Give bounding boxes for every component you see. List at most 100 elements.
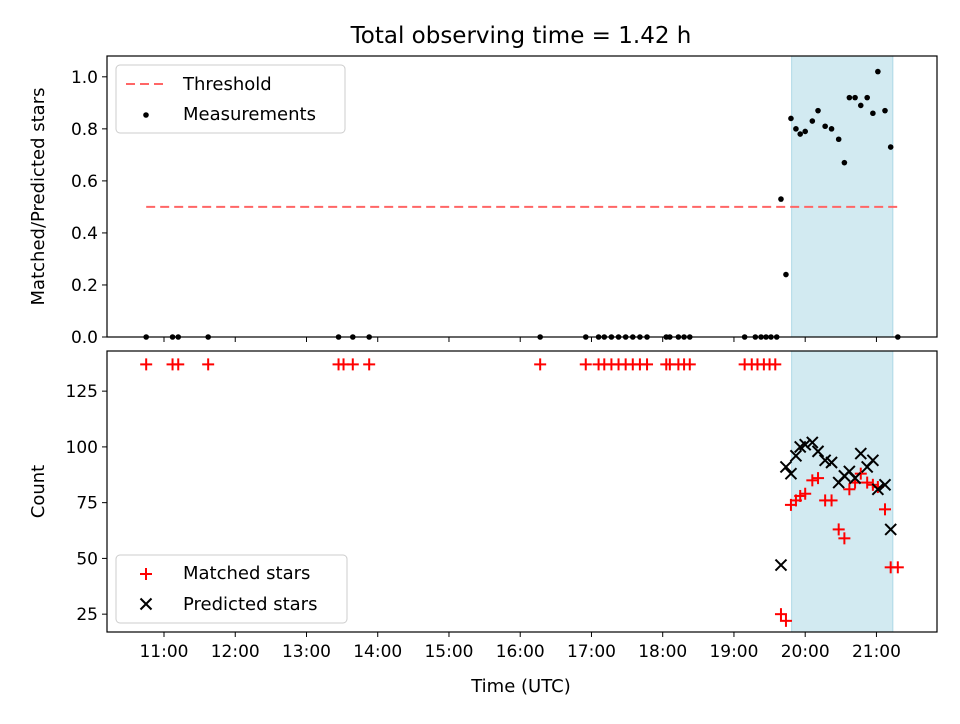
measurement-point: [835, 136, 842, 143]
legend-measurement-swatch: [143, 112, 149, 118]
x-tick-label: 16:00: [496, 642, 545, 662]
legend-predicted-swatch-b: [139, 597, 153, 611]
predicted-star-point: [871, 483, 885, 496]
legend-matched-label: Matched stars: [183, 563, 310, 584]
predicted-marker-b: [854, 447, 867, 460]
matched-star-point: [806, 474, 819, 487]
x-tick-label: 14:00: [353, 642, 402, 662]
legend-box: [115, 554, 348, 624]
y-axis-label: Matched/Predicted stars: [28, 88, 49, 306]
matched-star-point: [769, 358, 782, 371]
measurement-point: [809, 118, 816, 124]
legend-box: [115, 64, 346, 134]
predicted-marker-b: [878, 478, 892, 492]
predicted-marker-b: [884, 523, 897, 536]
predicted-star-point: [811, 445, 825, 458]
predicted-star-point: [848, 471, 862, 485]
predicted-marker-b: [811, 445, 825, 458]
x-tick-label: 19:00: [709, 642, 758, 662]
predicted-marker-b: [789, 449, 803, 463]
legend-predicted-label: Predicted stars: [183, 594, 317, 615]
matched-star-point: [878, 503, 891, 516]
y-tick-label: 0.0: [71, 328, 98, 348]
matched-star-point: [812, 472, 825, 485]
matched-star-point: [861, 476, 874, 489]
y-tick-label: 0.2: [71, 276, 98, 296]
matched-star-point: [641, 358, 654, 371]
y-tick-label: 25: [76, 605, 98, 625]
observing-window-band: [791, 55, 894, 338]
matched-star-point: [346, 358, 359, 371]
measurement-point: [852, 94, 858, 101]
legend-measurement-label: Measurements: [183, 104, 316, 125]
y-tick-label: 75: [76, 494, 98, 514]
predicted-marker-b: [774, 558, 788, 572]
y-tick-label: 50: [76, 549, 98, 569]
matched-star-point: [843, 483, 856, 496]
x-tick-label: 15:00: [424, 642, 473, 662]
predicted-marker-b: [818, 454, 832, 467]
measurement-point: [846, 94, 853, 101]
ratio-panel: 0.0 0.2 0.4 0.6 0.8 1.0 Matched/Predicted star…: [28, 55, 938, 348]
matched-star-point: [825, 494, 838, 507]
matched-star-point: [774, 608, 787, 621]
measurement-point: [828, 126, 835, 132]
matched-star-point: [683, 358, 696, 371]
measurement-point: [783, 271, 789, 278]
matched-star-point: [534, 358, 547, 371]
predicted-marker-b: [806, 436, 819, 449]
predicted-star-point: [825, 456, 838, 469]
predicted-marker-b: [866, 454, 880, 467]
measurement-point: [815, 107, 821, 114]
x-tick-label: 17:00: [567, 642, 616, 662]
predicted-marker-b: [825, 456, 838, 469]
y-tick-label: 0.4: [71, 224, 98, 244]
matched-star-point: [832, 523, 845, 536]
matched-star-point: [579, 358, 592, 371]
x-tick-label: 11:00: [139, 642, 188, 662]
predicted-marker-b: [843, 465, 856, 478]
measurement-point: [788, 115, 794, 122]
x-axis-label: Time (UTC): [470, 676, 571, 697]
measurement-point: [870, 110, 876, 117]
predicted-marker-b: [798, 438, 812, 451]
predicted-star-point: [779, 460, 793, 474]
measurement-point: [802, 128, 808, 135]
measurement-point: [841, 159, 848, 166]
y-tick-label: 0.8: [71, 120, 98, 140]
matched-star-point: [799, 487, 812, 500]
predicted-star-point: [878, 478, 892, 492]
predicted-star-point: [789, 449, 803, 463]
measurement-point: [887, 144, 894, 150]
plot-frame: [106, 55, 938, 338]
predicted-marker-b: [871, 483, 885, 496]
legend: Matched stars Predicted stars: [115, 554, 348, 624]
plot-frame: [106, 350, 938, 633]
matched-star-point: [172, 358, 185, 371]
measurement-point: [875, 68, 881, 75]
measurement-point: [822, 123, 828, 130]
measurement-point: [778, 196, 784, 202]
y-tick-label: 125: [66, 382, 98, 402]
y-axis-label: Count: [28, 465, 49, 518]
matched-star-point: [838, 532, 851, 545]
matched-star-point: [140, 358, 153, 371]
x-tick-label: 13:00: [282, 642, 331, 662]
legend-threshold-label: Threshold: [182, 74, 272, 95]
predicted-star-point: [854, 447, 867, 460]
measurement-point: [797, 131, 804, 137]
chart-title: Total observing time = 1.42 h: [350, 23, 692, 49]
measurement-point: [882, 107, 888, 114]
x-tick-label: 12:00: [211, 642, 260, 662]
x-tick-label: 21:00: [852, 642, 901, 662]
measurement-point: [864, 94, 870, 101]
predicted-star-point: [798, 438, 812, 451]
y-tick-label: 100: [66, 438, 98, 458]
predicted-star-point: [866, 454, 880, 467]
predicted-star-point: [784, 467, 798, 480]
legend: Threshold Measurements: [115, 64, 346, 134]
predicted-star-point: [884, 523, 897, 536]
matched-star-point: [779, 614, 792, 627]
matched-star-point: [202, 358, 215, 371]
predicted-marker-b: [784, 467, 798, 480]
